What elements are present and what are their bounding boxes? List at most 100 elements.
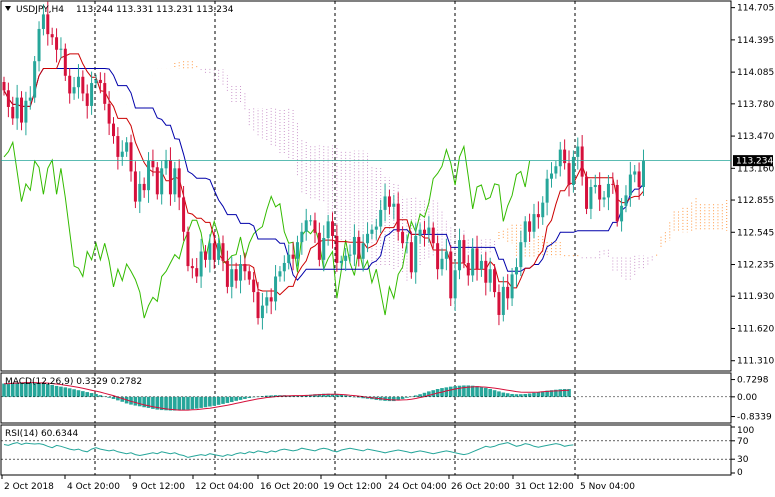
candle-body: [348, 254, 352, 256]
macd-bar: [549, 390, 554, 397]
candle-body: [85, 93, 89, 106]
candle-body: [147, 161, 151, 191]
macd-bar: [190, 396, 195, 410]
price-axis-label: 114.705: [737, 4, 774, 14]
macd-bar: [164, 396, 168, 411]
macd-bar: [387, 396, 392, 402]
candle-body: [24, 100, 28, 123]
candle-body: [120, 151, 124, 157]
macd-axis-label: 0.00: [737, 393, 757, 403]
macd-bar: [102, 396, 107, 397]
macd-bar: [492, 390, 497, 397]
macd-bar: [562, 389, 567, 397]
macd-bar: [462, 385, 466, 397]
macd-bar: [326, 393, 330, 397]
candle-body: [138, 183, 142, 202]
candle-body: [401, 231, 405, 244]
candle-body: [173, 168, 177, 195]
candle-body: [519, 242, 523, 268]
candle-body: [208, 243, 212, 260]
candle-body: [68, 75, 72, 94]
macd-bar: [72, 389, 76, 397]
candle-body: [203, 251, 207, 260]
macd-bar: [146, 396, 151, 408]
candle-body: [414, 235, 418, 273]
candle-body: [383, 196, 387, 210]
candle-body: [637, 171, 641, 188]
candle-body: [160, 168, 164, 195]
macd-bar: [15, 382, 19, 397]
candle-body: [28, 97, 32, 101]
macd-pane-border: [0, 372, 732, 424]
macd-bar: [19, 382, 24, 397]
candle-body: [611, 183, 615, 185]
candle-body: [247, 271, 251, 280]
time-axis: 2 Oct 2018 4 Oct 20:00 9 Oct 12:00 12 Oct 0…: [1, 475, 635, 492]
dropdown-triangle-icon[interactable]: [5, 6, 11, 11]
candle-body: [366, 233, 370, 244]
macd-bar: [514, 394, 519, 397]
candle-body: [63, 48, 67, 76]
macd-bar: [300, 395, 304, 397]
macd-bar: [37, 383, 41, 397]
chart-header: USDJPY,H4 113.244 113.331 113.231 113.23…: [5, 5, 234, 15]
time-axis-label: 12 Oct 04:00: [195, 482, 254, 492]
candle-body: [606, 183, 610, 198]
macd-bar: [41, 383, 46, 397]
macd-bar: [519, 394, 523, 397]
macd-bar: [510, 393, 514, 397]
candle-body: [532, 214, 536, 232]
candle-body: [212, 243, 216, 260]
macd-bar: [260, 396, 265, 397]
current-price-tag: 113.234: [733, 155, 773, 167]
macd-axis-label: -0.8339: [737, 413, 772, 423]
macd-bar: [479, 386, 484, 397]
candle-body: [558, 149, 562, 167]
candle-body: [295, 242, 299, 259]
macd-bar: [321, 393, 326, 397]
macd-bar: [2, 383, 6, 397]
candle-body: [641, 161, 645, 188]
candle-body: [256, 292, 260, 319]
candle-body: [409, 242, 413, 273]
candle-body: [230, 269, 234, 287]
macd-bar: [168, 396, 173, 411]
candle-body: [436, 243, 440, 270]
macd-pane[interactable]: 0.7298 0.00 -0.8339 MACD(12,26,9) 0.3329 0…: [0, 372, 772, 424]
candle-body: [488, 269, 492, 283]
price-axis-label: 113.160: [737, 164, 774, 174]
candle-body: [475, 248, 479, 270]
macd-bar: [142, 396, 146, 408]
macd-bar: [32, 383, 37, 397]
candle-body: [479, 260, 483, 270]
macd-bar: [540, 391, 545, 397]
candle-body: [536, 214, 540, 218]
macd-bar: [536, 392, 541, 397]
macd-bar: [317, 393, 322, 397]
macd-bar: [50, 384, 54, 397]
candle-body: [243, 264, 247, 272]
macd-bar: [177, 396, 181, 411]
macd-bar: [466, 385, 471, 397]
macd-bar: [151, 396, 155, 409]
macd-bar: [199, 396, 203, 408]
macd-bar: [488, 389, 492, 397]
macd-signal-polyline: [3, 382, 570, 411]
macd-bar: [67, 388, 72, 397]
candle-body: [422, 229, 426, 234]
macd-bar: [448, 386, 453, 397]
candle-body: [370, 229, 374, 234]
macd-bar: [247, 396, 252, 398]
price-pane[interactable]: 114.705 114.395 114.085 113.780 113.470 113.1…: [0, 0, 774, 372]
candle-body: [81, 76, 85, 94]
macd-bar: [413, 395, 418, 397]
candle-body: [142, 183, 146, 191]
candle-body: [59, 48, 63, 50]
candle-body: [90, 83, 94, 106]
rsi-axis-label: 100: [737, 426, 754, 436]
candle-body: [453, 270, 457, 299]
candle-body: [287, 254, 291, 263]
